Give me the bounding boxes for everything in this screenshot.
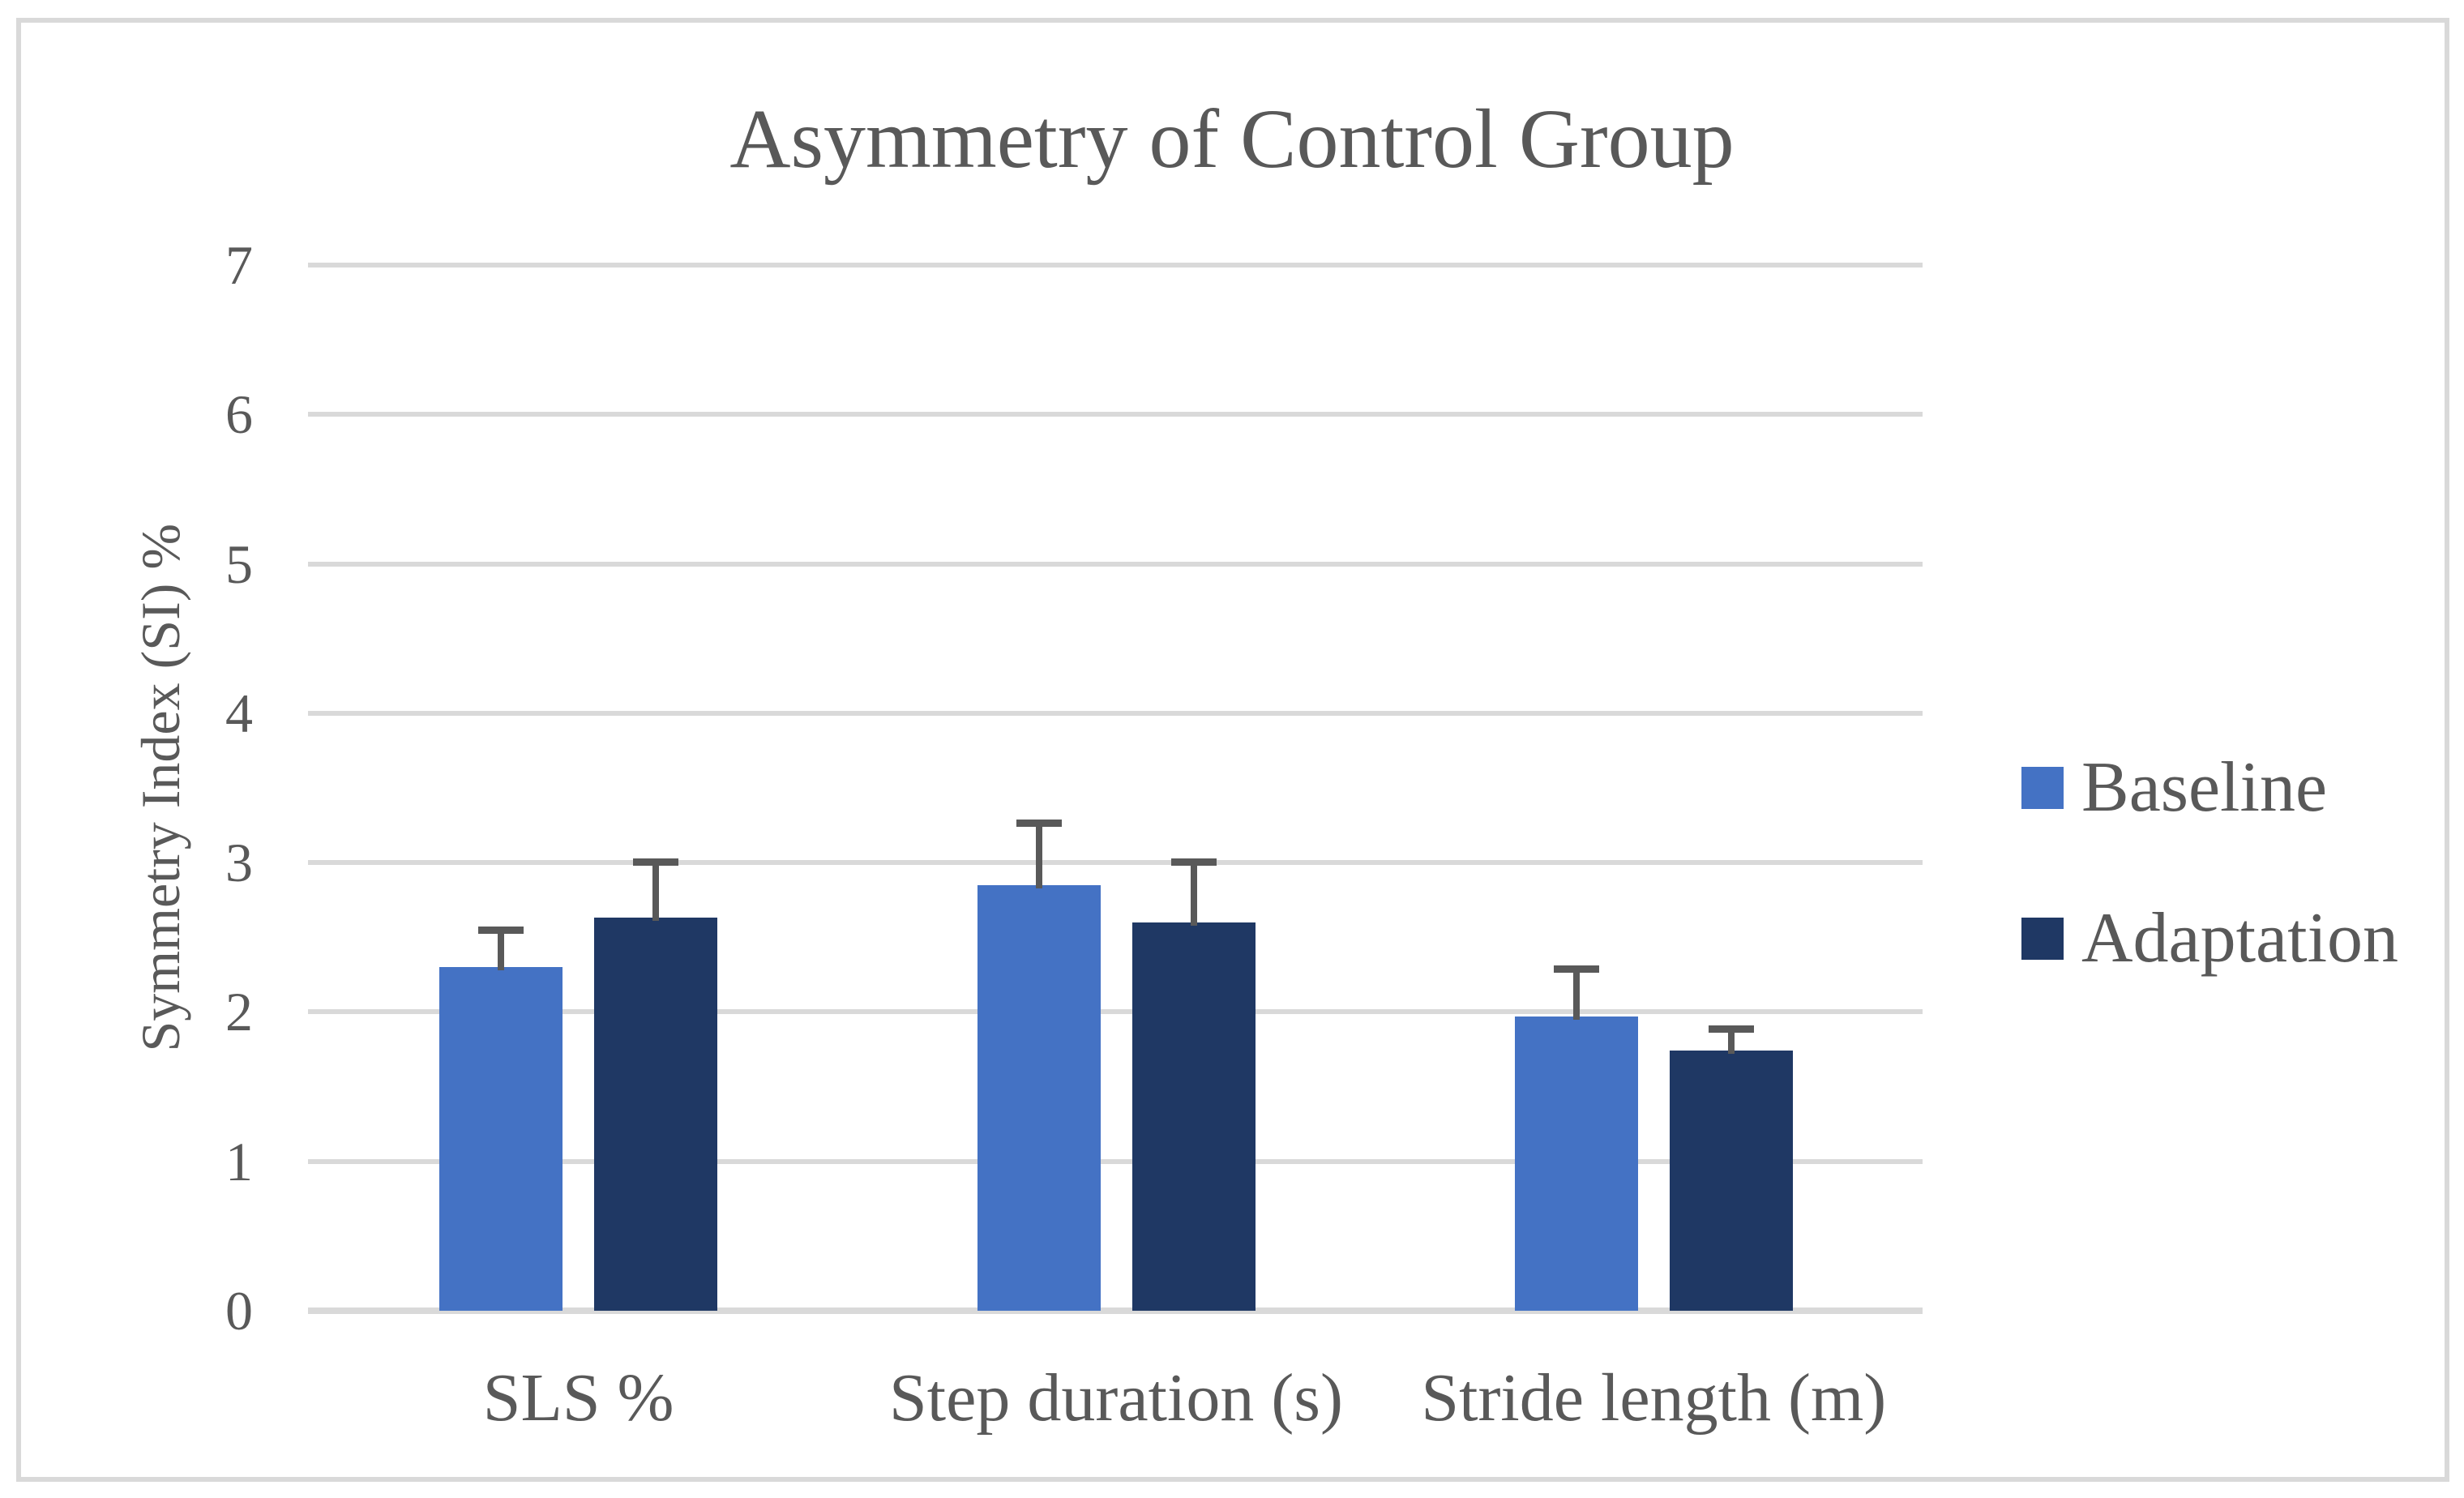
x-category-label: Stride length (m) <box>1421 1360 1887 1436</box>
legend-item-baseline: Baseline <box>2021 752 2327 824</box>
legend-item-adaptation: Adaptation <box>2021 903 2398 974</box>
gridline-zero <box>308 1308 1923 1314</box>
y-tick-label: 0 <box>225 1280 253 1342</box>
chart-frame-border <box>16 18 2449 1482</box>
y-tick-label: 2 <box>225 981 253 1043</box>
error-bar-cap <box>1016 819 1062 827</box>
plot-area <box>308 263 1923 1314</box>
y-tick-label: 4 <box>225 682 253 744</box>
legend-label-baseline: Baseline <box>2081 748 2328 827</box>
bar-baseline-2 <box>977 884 1101 1311</box>
error-bar-whisker <box>1727 1025 1735 1055</box>
legend: Baseline Adaptation <box>2021 0 2459 1498</box>
bar-baseline-1 <box>439 967 563 1311</box>
y-tick-label: 3 <box>225 832 253 894</box>
error-bar-whisker <box>1035 819 1042 888</box>
gridline <box>308 1009 1923 1015</box>
gridline <box>308 860 1923 866</box>
legend-swatch-adaptation <box>2021 918 2064 960</box>
legend-label-adaptation: Adaptation <box>2081 899 2399 978</box>
legend-swatch-baseline <box>2021 767 2064 809</box>
gridline <box>308 263 1923 268</box>
chart-title: Asymmetry of Control Group <box>729 92 1735 186</box>
gridline <box>308 412 1923 417</box>
gridline <box>308 1158 1923 1164</box>
error-bar-whisker <box>1572 965 1580 1020</box>
x-category-label: Step duration (s) <box>889 1360 1343 1436</box>
x-axis-labels: SLS % Step duration (s) Stride length (m) <box>310 1364 1923 1462</box>
gridline <box>308 710 1923 716</box>
x-category-label: SLS % <box>482 1360 674 1436</box>
error-bar-whisker <box>652 858 660 922</box>
error-bar-whisker <box>498 927 505 971</box>
bar-adaptation-1 <box>594 918 718 1311</box>
y-tick-label: 1 <box>225 1130 253 1192</box>
bar-adaptation-3 <box>1669 1051 1793 1311</box>
y-tick-label: 7 <box>225 234 253 296</box>
error-bar-cap <box>478 927 524 935</box>
y-tick-label: 6 <box>225 383 253 446</box>
error-bar-cap <box>633 858 679 866</box>
y-tick-label: 5 <box>225 533 253 595</box>
error-bar-cap <box>1553 965 1599 974</box>
error-bar-cap <box>1170 858 1217 866</box>
error-bar-whisker <box>1190 858 1197 926</box>
bar-adaptation-2 <box>1131 922 1256 1311</box>
gridline <box>308 561 1923 567</box>
bar-baseline-3 <box>1514 1016 1638 1311</box>
error-bar-cap <box>1708 1025 1754 1033</box>
